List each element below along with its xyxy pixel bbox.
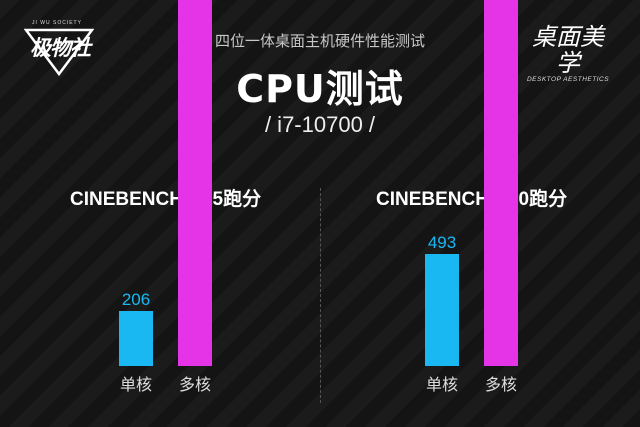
chart-title-r20: CINEBENCH R20跑分 <box>376 189 568 210</box>
desktop-aesthetics-logo: 桌面美学 DESKTOP AESTHETICS <box>522 24 614 83</box>
page-subtitle: 四位一体桌面主机硬件性能测试 <box>214 32 425 50</box>
cpu-model: / i7-10700 / <box>264 112 376 137</box>
value-label-single-0: 206 <box>122 290 150 309</box>
logo-small-text: JI WU SOCIETY <box>32 20 82 26</box>
page-title: CPU测试 <box>236 67 404 111</box>
logo-name: 极物社 <box>30 36 91 60</box>
jiwu-logo: JI WU SOCIETY 极物社 <box>24 20 94 76</box>
bar-single-0 <box>119 311 153 366</box>
chart-title-r15: CINEBENCH R15跑分 <box>70 189 262 210</box>
logo-triangle-icon <box>24 28 94 76</box>
category-label-multi-0: 多核 <box>179 375 211 394</box>
category-label-multi-1: 多核 <box>485 375 517 394</box>
bar-multi-1 <box>484 0 518 366</box>
value-label-single-1: 493 <box>428 233 456 252</box>
chart-divider <box>320 188 321 403</box>
category-label-single-1: 单核 <box>426 375 458 394</box>
logo-right-name: 桌面美学 <box>532 23 604 77</box>
bar-single-1 <box>425 254 459 366</box>
bar-multi-0 <box>178 0 212 366</box>
category-label-single-0: 单核 <box>120 375 152 394</box>
logo-right-tagline: DESKTOP AESTHETICS <box>526 76 610 83</box>
